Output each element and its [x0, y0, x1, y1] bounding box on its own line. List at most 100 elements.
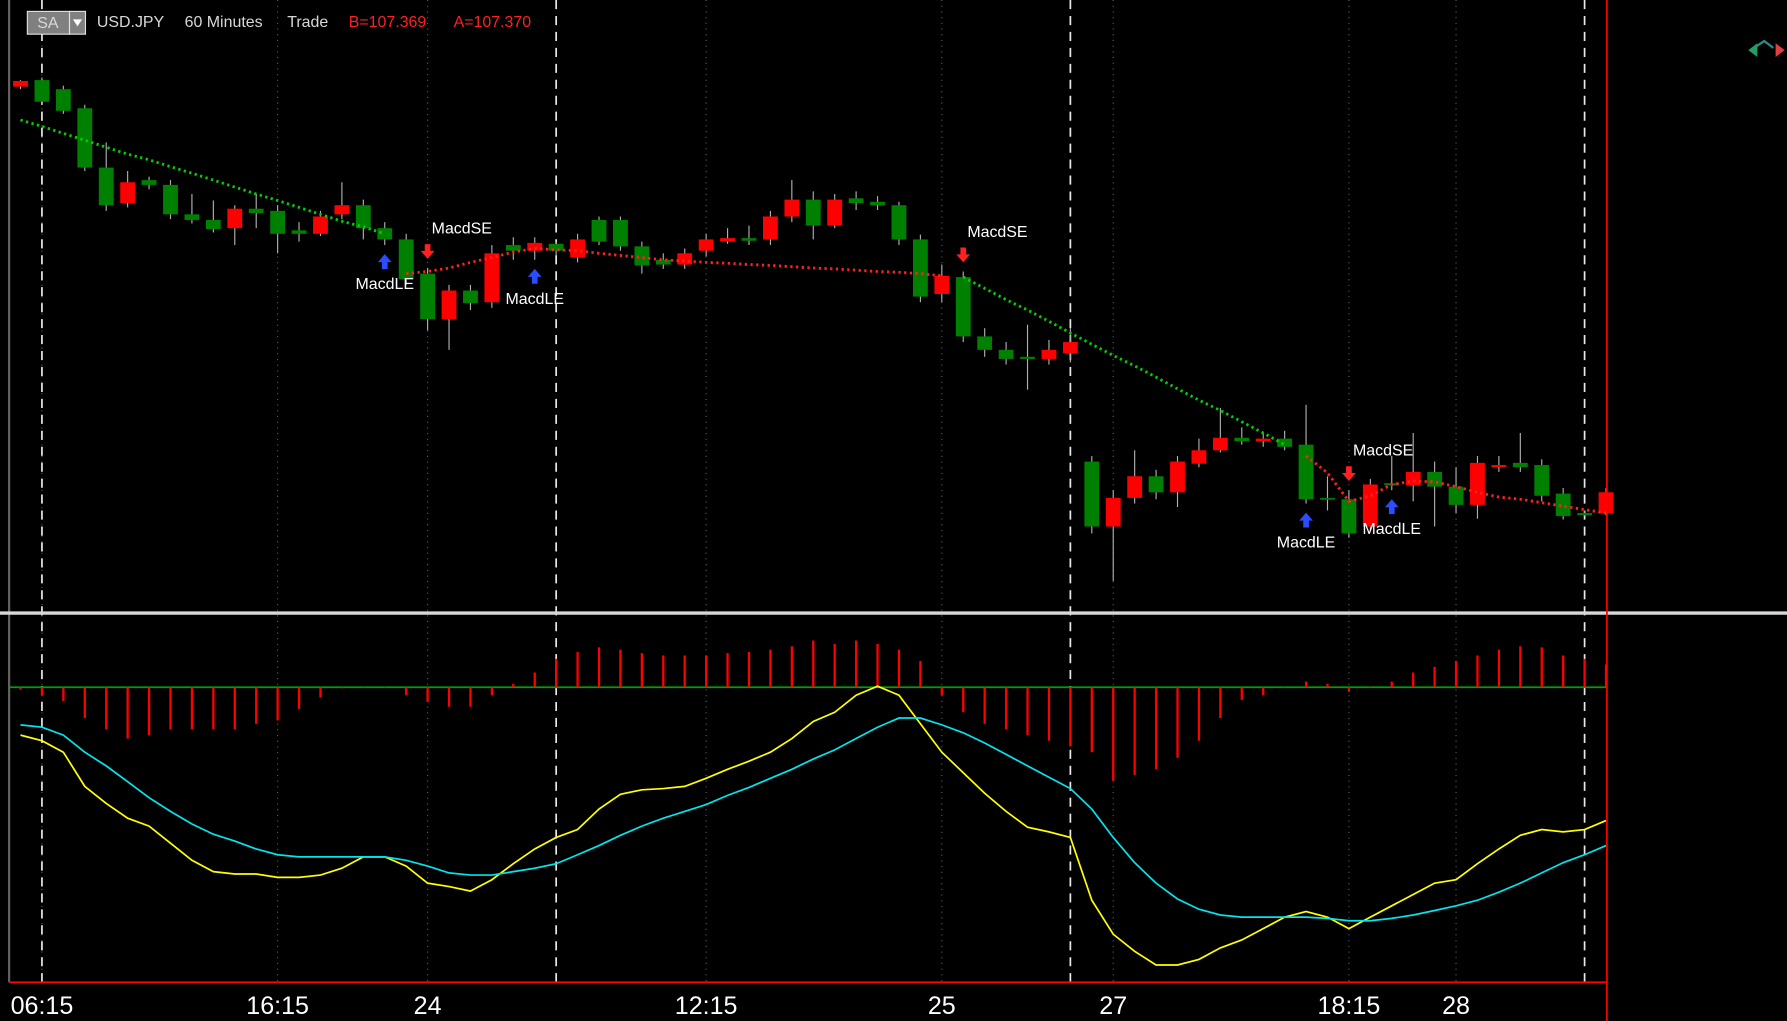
candle-body — [741, 238, 757, 241]
candle-body — [912, 239, 928, 297]
indicator-line — [20, 717, 1607, 922]
candle-body — [1062, 342, 1078, 354]
signal-arrow — [1384, 499, 1399, 515]
candle-body — [1105, 497, 1121, 527]
icon-arrow — [1748, 43, 1758, 57]
histogram-bar — [83, 687, 86, 719]
marks: MacdLE MacdSE MacdLE MacdSE MacdLE MacdSE Macd… — [9, 77, 1614, 966]
histogram-bar — [126, 687, 129, 739]
signal-label: MacdSE — [432, 220, 492, 237]
histogram-bar — [747, 652, 751, 688]
histogram-bar — [1133, 687, 1136, 775]
histogram-bar — [1176, 687, 1179, 758]
candle-body — [1191, 450, 1207, 464]
histogram-bar — [1347, 687, 1351, 692]
candle-body — [441, 290, 457, 320]
candle-body — [1448, 486, 1464, 505]
candle-body — [34, 80, 50, 102]
candle-body — [1127, 476, 1143, 498]
histogram-bar — [1454, 661, 1458, 688]
histogram-bar — [19, 687, 22, 690]
sync-icon[interactable] — [1748, 39, 1785, 57]
x-tick-label: 28 — [1442, 992, 1470, 1020]
histogram-bar — [469, 687, 472, 707]
histogram-bar — [1476, 655, 1479, 688]
histogram-bar — [147, 687, 151, 736]
histogram-bar — [426, 687, 429, 703]
signal-arrow — [377, 254, 392, 269]
histogram-bar — [1433, 666, 1436, 688]
candle-body — [141, 180, 157, 185]
histogram-bar — [1026, 687, 1029, 736]
candle-body — [355, 205, 371, 229]
candle-body — [1512, 462, 1528, 468]
ask: A=107.370 — [454, 14, 532, 31]
candle-body — [698, 239, 714, 251]
signal-label: MacdLE — [505, 291, 563, 308]
histogram-bar — [833, 643, 836, 688]
candle-body — [1555, 493, 1571, 517]
candle-body — [398, 239, 414, 280]
candle-body — [848, 198, 864, 204]
candle-body — [827, 199, 843, 226]
histogram-bar — [490, 687, 494, 696]
candle-body — [1277, 438, 1293, 447]
candle-body — [527, 242, 543, 251]
histogram-bar — [297, 687, 301, 709]
candle-body — [720, 238, 735, 242]
symbol-button-label[interactable]: SA — [37, 15, 59, 32]
candle-body — [1427, 471, 1443, 487]
candle-body — [77, 108, 93, 168]
histogram-bar — [447, 687, 451, 707]
histogram-bar — [769, 649, 772, 688]
signal-arrow — [420, 244, 435, 259]
x-tick-label: 27 — [1099, 992, 1127, 1020]
histogram-bar — [1604, 664, 1608, 688]
candle-body — [291, 230, 307, 234]
signal-arrow — [1299, 512, 1313, 528]
signal-label: MacdSE — [967, 224, 1027, 241]
candle-body — [270, 210, 286, 234]
dropdown-arrow[interactable] — [72, 19, 83, 27]
x-tick-label: 06:15 — [11, 992, 74, 1020]
histogram-bar — [1154, 687, 1158, 770]
histogram-bar — [704, 655, 708, 688]
candle-body — [634, 246, 650, 266]
histogram-bar — [1004, 687, 1008, 730]
candle-body — [1084, 461, 1100, 527]
candle-body — [613, 219, 628, 247]
candle-body — [1234, 437, 1250, 442]
signal-arrow — [956, 247, 971, 263]
histogram-bar — [62, 687, 65, 701]
candle-body — [677, 253, 693, 265]
histogram-bar — [812, 640, 815, 688]
histogram-bar — [726, 653, 729, 688]
x-tick-label: 16:15 — [246, 992, 309, 1020]
candle-body — [227, 208, 243, 229]
histogram-bar — [533, 672, 536, 688]
x-tick-label: 12:15 — [675, 992, 738, 1020]
histogram-bar — [919, 661, 922, 688]
signal-label: MacdSE — [1353, 443, 1413, 460]
histogram-bar — [40, 687, 44, 696]
candle-body — [334, 205, 350, 215]
stop-line — [1305, 454, 1607, 515]
stop-line — [20, 118, 386, 236]
axes: 06:15 16:15 24 12:15 25 27 18:15 28 — [11, 992, 1470, 1020]
signal-label: MacdLE — [356, 276, 414, 293]
candle-body — [591, 219, 607, 242]
histogram-bar — [276, 687, 279, 721]
histogram-bar — [1069, 687, 1072, 747]
candle-body — [891, 205, 907, 240]
candle-body — [1598, 492, 1614, 514]
candle-body — [248, 208, 264, 214]
candle-body — [313, 216, 328, 234]
candle-body — [377, 228, 393, 240]
histogram-bar — [640, 653, 644, 688]
candle-body — [955, 277, 971, 337]
histogram-bar — [405, 687, 408, 696]
bid: B=107.369 — [349, 14, 427, 31]
histogram-bar — [854, 640, 858, 688]
